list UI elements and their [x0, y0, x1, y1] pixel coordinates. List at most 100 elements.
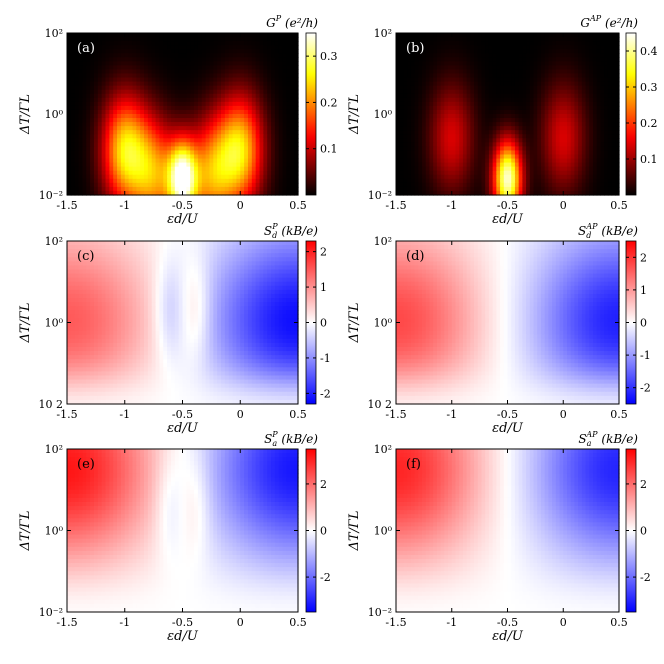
- heatmap-cell: [537, 186, 542, 192]
- heatmap-cell: [109, 105, 114, 111]
- heatmap-cell: [205, 97, 211, 103]
- heatmap-cell: [251, 118, 257, 123]
- heatmap-cell: [286, 186, 291, 192]
- heatmap-cell: [190, 170, 195, 176]
- heatmap-cell: [522, 33, 527, 38]
- heatmap-cell: [418, 166, 423, 172]
- heatmap-cell: [247, 241, 253, 246]
- heatmap-cell: [144, 109, 149, 115]
- heatmap-cell: [537, 190, 542, 196]
- heatmap-cell: [224, 33, 230, 38]
- heatmap-cell: [559, 85, 564, 91]
- heatmap-cell: [592, 37, 598, 42]
- heatmap-cell: [396, 101, 401, 107]
- heatmap-cell: [470, 45, 475, 50]
- heatmap-cell: [221, 134, 226, 139]
- heatmap-cell: [213, 150, 218, 156]
- heatmap-cell: [537, 77, 542, 83]
- heatmap-cell: [399, 166, 405, 172]
- heatmap-cell: [410, 101, 416, 107]
- heatmap-cell: [209, 61, 214, 66]
- heatmap-cell: [403, 41, 408, 46]
- heatmap-cell: [477, 105, 483, 111]
- heatmap-cell: [294, 101, 299, 107]
- heatmap-cell: [466, 130, 471, 135]
- heatmap-cell: [552, 109, 557, 115]
- heatmap-cell: [174, 170, 180, 176]
- heatmap-cell: [240, 182, 245, 188]
- heatmap-cell: [407, 126, 412, 131]
- heatmap-cell: [101, 57, 107, 62]
- heatmap-cell: [552, 81, 557, 87]
- heatmap-cell: [574, 53, 579, 58]
- heatmap-cell: [566, 41, 572, 46]
- heatmap-cell: [163, 53, 168, 58]
- heatmap-cell: [159, 73, 164, 79]
- heatmap-cell: [477, 89, 483, 95]
- heatmap-cell: [433, 37, 438, 42]
- heatmap-cell: [440, 190, 445, 196]
- heatmap-cell: [93, 85, 99, 91]
- heatmap-cell: [459, 114, 464, 119]
- heatmap-cell: [209, 162, 214, 168]
- heatmap-cell: [90, 41, 95, 46]
- heatmap-cell: [592, 122, 598, 127]
- heatmap-cell: [205, 154, 211, 160]
- heatmap-cell: [178, 154, 184, 160]
- heatmap-cell: [90, 101, 95, 107]
- heatmap-cell: [90, 65, 95, 71]
- heatmap-cell: [224, 77, 230, 83]
- heatmap-cell: [474, 61, 479, 66]
- heatmap-cell: [477, 158, 483, 164]
- heatmap-cell: [578, 77, 583, 83]
- heatmap-cell: [159, 130, 164, 135]
- heatmap-cell: [481, 105, 486, 111]
- heatmap-cell: [140, 130, 145, 135]
- heatmap-cell: [607, 158, 613, 164]
- heatmap-cell: [470, 162, 475, 168]
- heatmap-cell: [78, 174, 83, 180]
- heatmap-cell: [503, 65, 509, 71]
- heatmap-cell: [418, 73, 423, 79]
- heatmap-cell: [205, 105, 211, 111]
- heatmap-cell: [128, 178, 134, 184]
- heatmap-cell: [526, 122, 531, 127]
- heatmap-cell: [101, 138, 107, 143]
- heatmap-cell: [263, 190, 268, 196]
- heatmap-cell: [533, 45, 538, 50]
- heatmap-cell: [170, 122, 176, 127]
- heatmap-cell: [500, 93, 505, 99]
- heatmap-cell: [581, 93, 587, 99]
- heatmap-cell: [455, 178, 460, 184]
- heatmap-cell: [213, 186, 218, 192]
- heatmap-cell: [514, 186, 520, 192]
- heatmap-cell: [124, 77, 130, 83]
- heatmap-cell: [503, 41, 509, 46]
- heatmap-cell: [221, 49, 226, 54]
- heatmap-cell: [544, 33, 549, 38]
- heatmap-cell: [247, 122, 253, 127]
- heatmap-cell: [136, 33, 141, 38]
- heatmap-cell: [244, 174, 249, 180]
- heatmap-cell: [286, 101, 291, 107]
- heatmap-cell: [82, 146, 87, 152]
- heatmap-cell: [514, 146, 520, 152]
- heatmap-cell: [555, 166, 561, 172]
- heatmap-cell: [444, 166, 449, 172]
- heatmap-cell: [78, 170, 83, 176]
- heatmap-cell: [228, 85, 234, 91]
- heatmap-cell: [136, 105, 141, 111]
- heatmap-cell: [228, 109, 234, 115]
- heatmap-cell: [462, 89, 468, 95]
- heatmap-cell: [585, 170, 590, 176]
- heatmap-cell: [147, 77, 153, 83]
- heatmap-cell: [209, 122, 214, 127]
- heatmap-cell: [151, 109, 157, 115]
- heatmap-cell: [455, 154, 460, 160]
- heatmap-cell: [604, 109, 609, 115]
- heatmap-cell: [403, 190, 408, 196]
- heatmap-cell: [540, 77, 546, 83]
- heatmap-cell: [182, 154, 187, 160]
- heatmap-cell: [399, 126, 405, 131]
- heatmap-cell: [286, 33, 291, 38]
